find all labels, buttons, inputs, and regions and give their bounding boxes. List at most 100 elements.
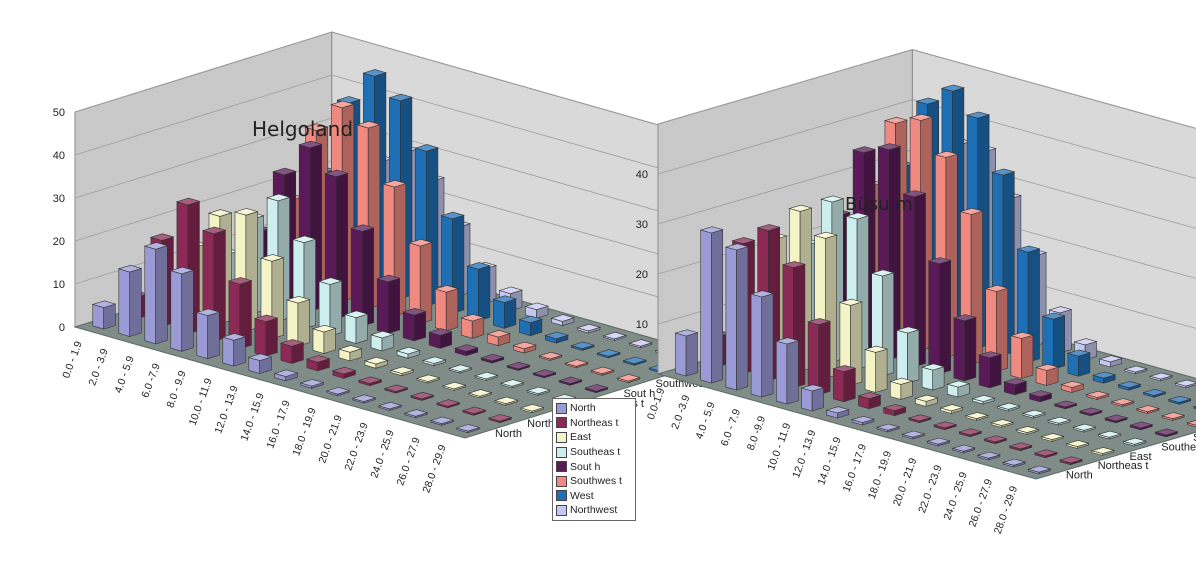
legend-swatch	[556, 402, 567, 414]
bar	[422, 356, 447, 367]
bar	[1117, 381, 1142, 391]
bar	[750, 290, 775, 398]
bar	[415, 374, 441, 384]
bar	[91, 300, 117, 330]
legend-label: West	[570, 489, 594, 502]
category-label: 16.0 - 17.9	[264, 399, 293, 450]
bar	[311, 324, 337, 354]
bar	[1033, 449, 1059, 459]
bar	[518, 315, 543, 337]
legend-item: North	[556, 401, 632, 416]
bar	[455, 424, 481, 434]
bar	[927, 257, 952, 375]
category-label: 2.0 -3.9	[669, 393, 693, 431]
bar	[964, 412, 990, 421]
bar	[279, 339, 305, 364]
bar	[299, 379, 325, 389]
bar	[1040, 433, 1065, 442]
bar	[454, 344, 479, 357]
bar	[914, 394, 939, 407]
bar	[1129, 421, 1154, 431]
bar	[564, 359, 589, 369]
bar	[550, 314, 576, 327]
bar	[467, 389, 493, 399]
category-label: 12.0 - 13.9	[212, 384, 241, 435]
z-tick-label: 40	[636, 169, 648, 181]
bar	[558, 376, 583, 386]
bar	[1046, 416, 1072, 426]
bar	[1027, 465, 1052, 475]
category-label: 24.0 - 25.9	[941, 470, 970, 521]
category-label: 14.0 - 15.9	[238, 391, 267, 442]
bar	[474, 371, 499, 381]
bar	[902, 190, 927, 368]
z-tick-label: 0	[59, 322, 65, 334]
bar	[1008, 442, 1033, 452]
category-label: 20.0 - 21.9	[891, 456, 920, 507]
category-label: 22.0 - 23.9	[342, 421, 371, 472]
legend: North Northeas t East Southeas t Sout h South…	[552, 398, 636, 521]
legend-item: Northeas t	[556, 416, 632, 431]
bar	[699, 226, 724, 384]
bar	[895, 326, 920, 384]
category-label: 4.0 - 5.9	[112, 354, 137, 394]
bar	[466, 262, 491, 322]
bar	[590, 366, 615, 376]
category-label: 6.0 - 7.9	[719, 407, 744, 447]
bar	[983, 435, 1008, 445]
category-label: 18.0 - 19.9	[290, 406, 319, 457]
bar	[1001, 458, 1027, 468]
bar	[576, 323, 602, 334]
bar	[538, 351, 563, 361]
bar	[825, 406, 850, 419]
bar	[363, 356, 389, 369]
bar	[602, 331, 628, 341]
bar	[864, 345, 889, 393]
bar	[832, 365, 857, 403]
legend-swatch	[556, 490, 567, 502]
bar	[857, 392, 882, 410]
series-label: Sout h	[1193, 432, 1196, 444]
bar	[724, 243, 749, 391]
bar	[971, 394, 996, 405]
bar	[1078, 407, 1104, 417]
bar	[1092, 371, 1117, 384]
bar	[989, 419, 1015, 428]
z-tick-label: 10	[636, 319, 648, 331]
bar	[519, 404, 545, 414]
z-tick-label: 50	[53, 107, 65, 119]
bar	[1085, 390, 1110, 400]
bar	[926, 437, 951, 447]
legend-label: Northeas t	[570, 416, 619, 429]
bar	[996, 402, 1021, 412]
category-label: 16.0 - 17.9	[841, 442, 870, 493]
bar	[344, 310, 369, 344]
bar	[1160, 412, 1186, 421]
bar	[506, 361, 531, 371]
bar	[526, 386, 551, 396]
legend-label: Southwes t	[570, 475, 622, 488]
bar	[570, 341, 595, 351]
series-label: Southeas t	[1161, 441, 1196, 453]
bar	[351, 394, 377, 404]
bar	[584, 384, 609, 394]
category-label: 8.0 - 9.9	[164, 369, 189, 409]
bar	[1041, 312, 1066, 370]
z-tick-label: 20	[636, 269, 648, 281]
bar	[512, 341, 537, 354]
category-label: 26.0 - 27.9	[967, 477, 996, 528]
bar	[1065, 440, 1090, 449]
bar	[951, 444, 976, 454]
bar	[1021, 409, 1047, 419]
bar	[441, 381, 467, 391]
bar	[628, 339, 654, 349]
z-tick-label: 30	[636, 219, 648, 231]
bar	[429, 416, 455, 426]
bar	[1015, 426, 1040, 435]
bar	[1142, 388, 1167, 398]
bar	[493, 396, 519, 406]
z-tick-label: 10	[53, 279, 65, 291]
bar	[1053, 400, 1078, 410]
bar	[1058, 456, 1084, 466]
